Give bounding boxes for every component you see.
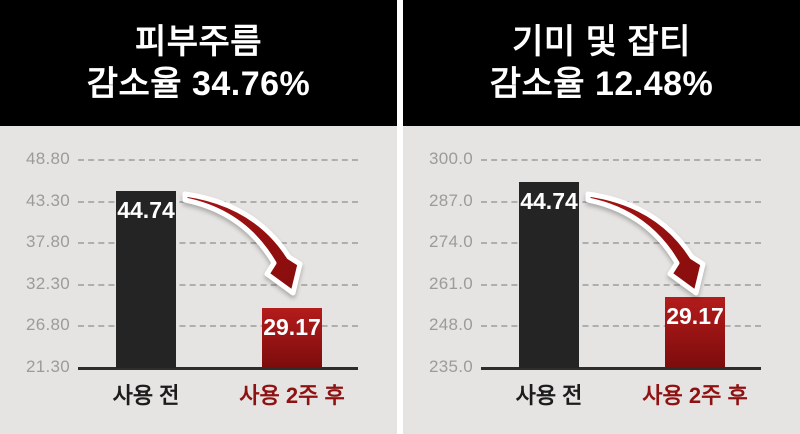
bar-value-label: 44.74 — [520, 188, 578, 215]
bar-after: 29.17 — [665, 297, 725, 368]
y-axis-tick-label: 274.0 — [428, 232, 473, 252]
y-axis-tick-label: 48.80 — [25, 149, 70, 169]
gridline — [78, 325, 358, 327]
bar-chart-wrinkle: 48.80 43.30 37.80 32.30 26.80 21.30 44.7… — [0, 126, 397, 434]
gridline — [481, 283, 761, 286]
y-axis-tick-label: 26.80 — [25, 315, 70, 335]
title-line-1: 피부주름 — [134, 23, 263, 61]
y-axis-tick-label: 248.0 — [428, 315, 473, 335]
y-axis-tick-label: 32.30 — [25, 273, 70, 293]
gridline — [78, 159, 358, 161]
gridline — [78, 283, 358, 286]
y-axis-tick-label: 287.0 — [428, 190, 473, 210]
gridline — [78, 242, 358, 244]
y-axis-tick-label: 21.30 — [25, 356, 70, 376]
x-axis-label-after: 사용 2주 후 — [239, 383, 345, 408]
y-axis-tick-label: 235.0 — [428, 356, 473, 376]
bar-value-label: 29.17 — [263, 314, 321, 341]
panel-divider — [397, 0, 403, 434]
x-axis-label-after: 사용 2주 후 — [642, 383, 748, 408]
x-axis-label-before: 사용 전 — [112, 383, 180, 408]
y-axis-tick-label: 261.0 — [428, 273, 473, 293]
x-axis-line — [78, 366, 358, 370]
x-axis-line — [481, 366, 761, 370]
bar-value-label: 44.74 — [117, 196, 175, 223]
chart-title-blemish: 기미 및 잡티 감소율 12.48% — [403, 0, 800, 126]
chart-title-wrinkle: 피부주름 감소율 34.76% — [0, 0, 397, 126]
panel-blemish: 기미 및 잡티 감소율 12.48% 300.0 287.0 274.0 261… — [403, 0, 800, 434]
gridline — [481, 242, 761, 244]
decline-arrow-icon — [585, 191, 706, 296]
title-line-2: 감소율 12.48% — [489, 65, 714, 103]
y-axis-tick-label: 300.0 — [428, 149, 473, 169]
bar-after: 29.17 — [262, 308, 322, 368]
gridline — [481, 325, 761, 327]
bar-before: 44.74 — [116, 190, 176, 368]
panel-skin-wrinkle: 피부주름 감소율 34.76% 48.80 43.30 37.80 32.30 … — [0, 0, 397, 434]
bar-before: 44.74 — [519, 182, 579, 368]
bar-value-label: 29.17 — [666, 303, 724, 330]
y-axis-tick-label: 43.30 — [25, 190, 70, 210]
gridline — [481, 159, 761, 161]
title-line-2: 감소율 34.76% — [86, 65, 311, 103]
x-axis-label-before: 사용 전 — [515, 383, 583, 408]
bar-chart-blemish: 300.0 287.0 274.0 261.0 248.0 235.0 44.7… — [403, 126, 800, 434]
y-axis-tick-label: 37.80 — [25, 232, 70, 252]
decline-arrow-icon — [182, 191, 303, 296]
title-line-1: 기미 및 잡티 — [512, 23, 691, 61]
